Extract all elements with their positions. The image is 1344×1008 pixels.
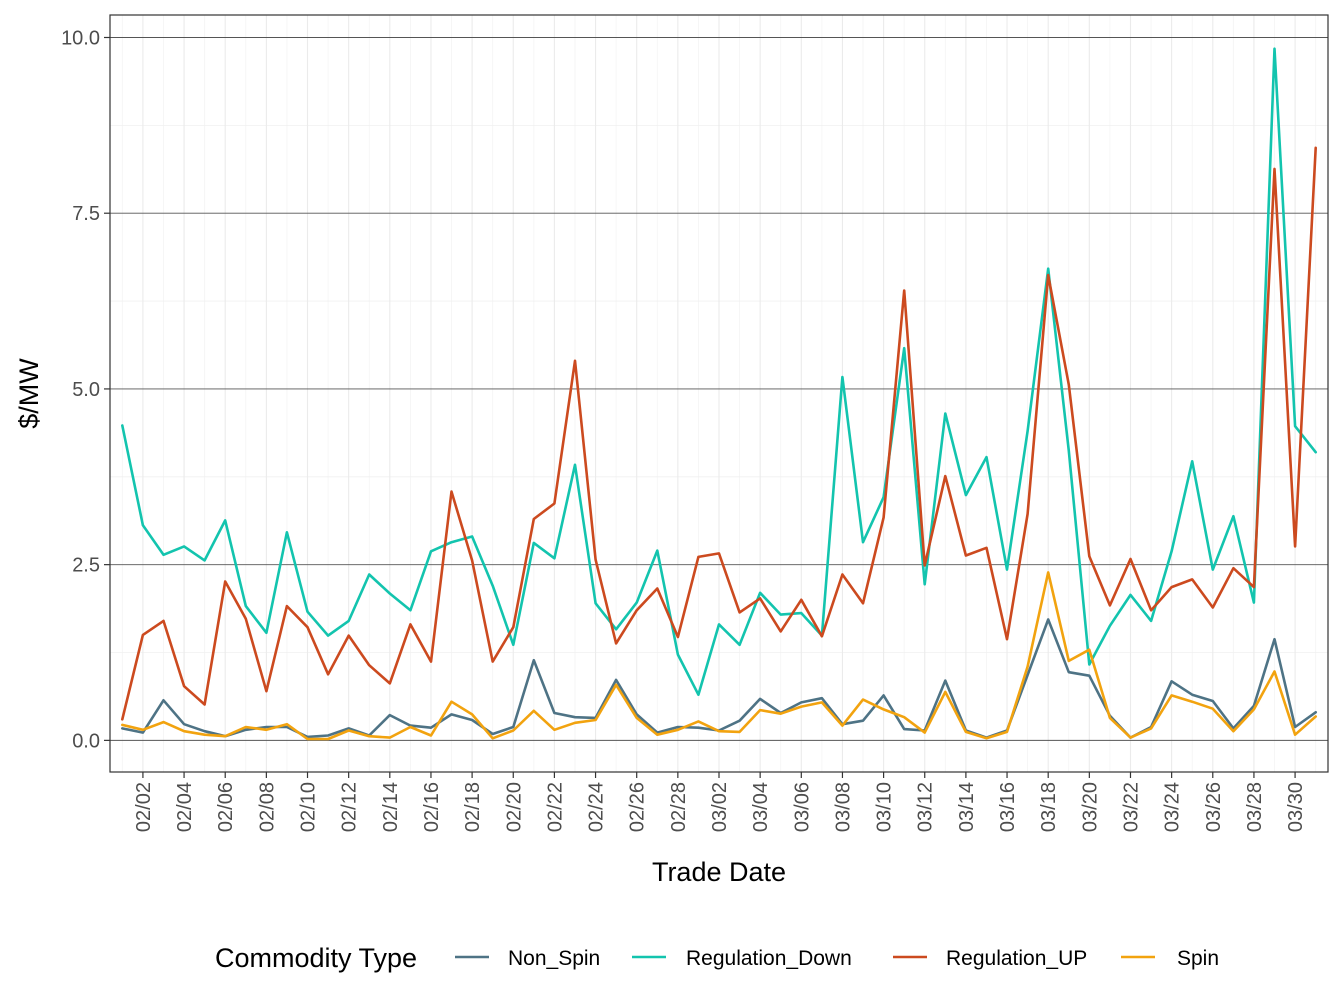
y-axis-title: $/MW xyxy=(14,358,44,429)
x-tick-label: 02/14 xyxy=(380,782,402,832)
legend-title: Commodity Type xyxy=(215,943,417,973)
x-tick-label: 03/14 xyxy=(956,782,978,832)
x-tick-label: 02/04 xyxy=(174,782,196,832)
x-tick-label: 02/26 xyxy=(627,782,649,832)
x-tick-label: 02/22 xyxy=(544,782,566,832)
series-line-regulation-up xyxy=(121,146,1317,721)
legend: Commodity Type Non_Spin Regulation_Down Re… xyxy=(215,943,1219,973)
x-tick-label: 02/20 xyxy=(503,782,525,832)
x-tick-label: 03/10 xyxy=(874,782,896,832)
x-tick-label: 03/20 xyxy=(1079,782,1101,832)
x-tick-label: 02/28 xyxy=(668,782,690,832)
x-tick-label: 03/28 xyxy=(1244,782,1266,832)
x-tick-label: 02/10 xyxy=(298,782,320,832)
x-tick-label: 03/08 xyxy=(832,782,854,832)
x-tick-label: 02/06 xyxy=(215,782,237,832)
x-tick-label: 02/24 xyxy=(586,782,608,832)
x-tick-label: 02/18 xyxy=(462,782,484,832)
legend-label-regulation-up: Regulation_UP xyxy=(946,947,1087,970)
x-tick-label: 02/08 xyxy=(256,782,278,832)
legend-label-non-spin: Non_Spin xyxy=(508,947,600,970)
y-tick-label: 2.5 xyxy=(72,555,100,577)
y-tick-label: 7.5 xyxy=(72,203,100,225)
x-tick-label: 03/06 xyxy=(791,782,813,832)
minor-gridlines xyxy=(110,15,1328,772)
x-tick-label: 02/12 xyxy=(339,782,361,832)
series-lines xyxy=(121,47,1317,741)
x-tick-label: 03/30 xyxy=(1285,782,1307,832)
x-tick-label: 03/26 xyxy=(1203,782,1225,832)
x-tick-label: 03/18 xyxy=(1038,782,1060,832)
x-tick-label: 02/16 xyxy=(421,782,443,832)
y-tick-label: 5.0 xyxy=(72,379,100,401)
legend-label-regulation-down: Regulation_Down xyxy=(686,947,852,970)
x-axis: 02/02 02/04 02/06 02/08 02/10 02/12 02/14 02/16… xyxy=(133,772,1307,832)
x-tick-label: 03/16 xyxy=(997,782,1019,832)
x-tick-label: 03/24 xyxy=(1162,782,1184,832)
y-tick-label: 0.0 xyxy=(72,730,100,752)
x-tick-label: 03/02 xyxy=(709,782,731,832)
y-axis: 0.0 2.5 5.0 7.5 10.0 xyxy=(61,27,110,752)
x-tick-label: 02/02 xyxy=(133,782,155,832)
legend-label-spin: Spin xyxy=(1177,947,1219,970)
series-line-spin xyxy=(121,571,1317,741)
x-tick-label: 03/22 xyxy=(1120,782,1142,832)
x-axis-title: Trade Date xyxy=(652,857,786,887)
x-tick-label: 03/12 xyxy=(915,782,937,832)
x-tick-label: 03/04 xyxy=(750,782,772,832)
y-tick-label: 10.0 xyxy=(61,27,100,49)
series-line-regulation-down xyxy=(121,47,1317,697)
